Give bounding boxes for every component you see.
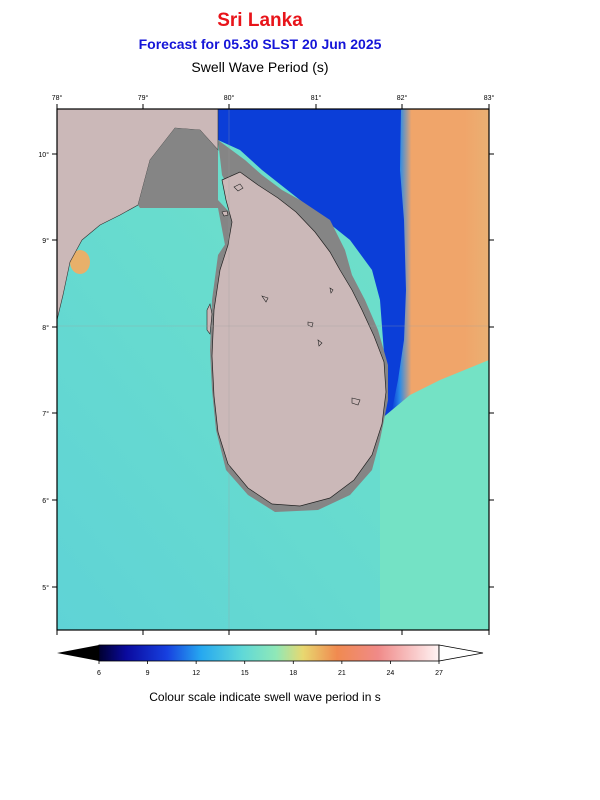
colorbar-under-arrow [57,645,99,661]
colorbar-tick-label: 6 [97,670,101,677]
colorbar-tick-label: 27 [435,670,443,677]
colorbar-caption: Colour scale indicate swell wave period … [149,690,381,704]
lon-tick-label: 83° [484,94,495,102]
lat-tick-label: 8° [42,324,49,332]
forecast-time: Forecast for 05.30 SLST 20 Jun 2025 [138,36,382,52]
lat-tick-label: 10° [38,151,49,159]
lon-tick-label: 80° [224,94,235,102]
lat-tick-label: 9° [42,237,49,245]
mid-period-zone [380,360,489,630]
lon-tick-label: 79° [138,94,149,102]
colorbar-over-arrow [438,644,484,662]
map-area [57,109,489,630]
lat-tick-label: 5° [42,584,49,592]
colorbar-tick-label: 18 [289,670,297,677]
colorbar-ramp [98,644,440,662]
lon-axis: 78° 79° 80° 81° 82° 83° [52,94,495,635]
colorbar-tick-label: 9 [146,670,150,677]
kalpitiya-spit [206,303,213,335]
inland-water [261,287,361,406]
colorbar-tick-label: 15 [241,670,249,677]
lon-tick-label: 78° [52,94,63,102]
colorbar: 6 9 12 15 18 21 24 27 [57,644,484,677]
parameter-title: Swell Wave Period (s) [191,59,329,75]
sri-lanka-landmass [211,171,387,507]
colorbar-tick-label: 21 [338,670,346,677]
lon-tick-label: 82° [397,94,408,102]
colorbar-tick-label: 12 [192,670,200,677]
country-title: Sri Lanka [217,10,303,31]
islands [221,183,244,217]
lat-tick-label: 6° [42,497,49,505]
colorbar-tick-label: 24 [387,670,395,677]
map-frame [56,108,490,631]
masked-bay [138,128,240,245]
west-hotspot [70,250,90,274]
lat-axis: 10° 9° 8° 7° 6° 5° [38,151,494,592]
lon-tick-label: 81° [311,94,322,102]
lat-tick-label: 7° [42,410,49,418]
